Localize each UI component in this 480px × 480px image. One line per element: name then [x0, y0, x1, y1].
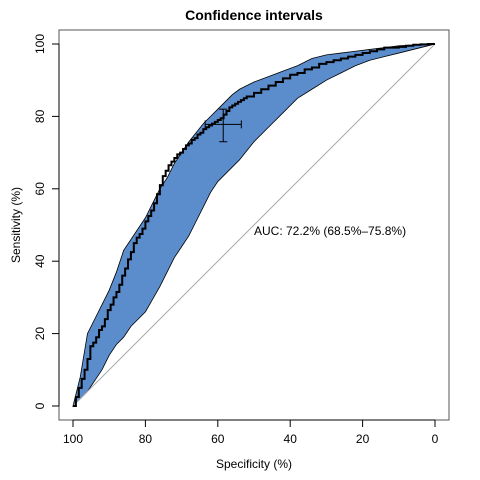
x-tick-label-40: 40 [284, 432, 298, 446]
y-tick-label-80: 80 [33, 109, 47, 123]
chart-title: Confidence intervals [185, 7, 323, 23]
y-axis-label: Sensitivity (%) [9, 187, 23, 263]
x-tick-label-20: 20 [356, 432, 370, 446]
y-tick-label-20: 20 [33, 327, 47, 341]
x-tick-label-100: 100 [63, 432, 83, 446]
y-tick-label-0: 0 [33, 402, 47, 409]
y-tick-label-60: 60 [33, 182, 47, 196]
x-tick-label-80: 80 [139, 432, 153, 446]
x-axis-label: Specificity (%) [216, 457, 292, 471]
y-tick-label-40: 40 [33, 254, 47, 268]
y-tick-label-100: 100 [33, 34, 47, 54]
x-tick-label-0: 0 [432, 432, 439, 446]
x-tick-label-60: 60 [211, 432, 225, 446]
auc-annotation: AUC: 72.2% (68.5%–75.8%) [254, 224, 406, 238]
